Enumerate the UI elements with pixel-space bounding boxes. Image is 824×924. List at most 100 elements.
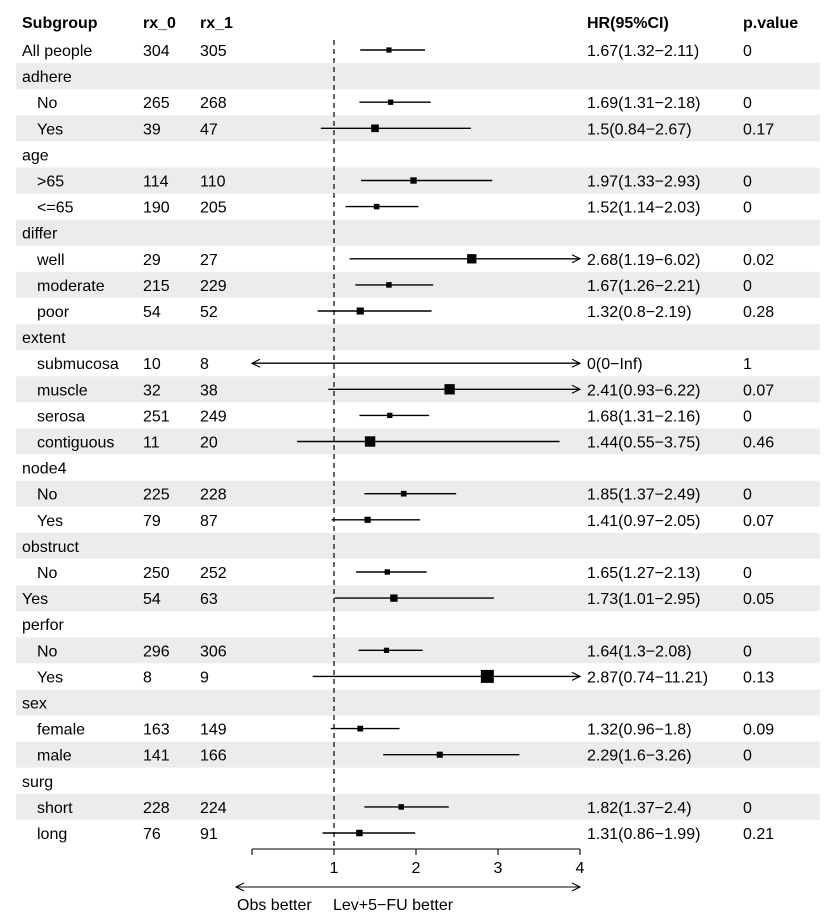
subgroup-label: >65 (37, 174, 64, 191)
rx0-count: 29 (143, 252, 161, 269)
p-value: 0.02 (743, 252, 774, 269)
hr-point (400, 490, 407, 497)
rx1-count: 224 (200, 800, 227, 817)
subgroup-label: Yes (37, 121, 63, 138)
p-value: 0.46 (743, 435, 774, 452)
rx1-count: 38 (200, 382, 218, 399)
subgroup-label: poor (37, 304, 70, 321)
row-shade (16, 63, 820, 90)
rx0-count: 54 (143, 591, 161, 608)
hr-ci-text: 1.73(1.01−2.95) (587, 591, 700, 608)
subgroup-label: No (37, 95, 58, 112)
rx1-count: 305 (200, 43, 227, 60)
footer-left-label: Obs better (237, 897, 312, 914)
rx0-count: 163 (143, 722, 170, 739)
rx0-count: 190 (143, 200, 170, 217)
hr-ci-text: 2.68(1.19−6.02) (587, 252, 700, 269)
group-label: extent (22, 330, 66, 347)
subgroup-label: well (36, 252, 65, 269)
rx1-count: 306 (200, 643, 227, 660)
rx1-count: 228 (200, 487, 227, 504)
rx0-count: 39 (143, 121, 161, 138)
hr-ci-text: 2.41(0.93−6.22) (587, 382, 700, 399)
ci-arrow-right (571, 358, 582, 368)
hr-point (383, 647, 390, 653)
header-row: Subgroup rx_0 rx_1 HR(95%CI) p.value (22, 15, 798, 32)
hr-ci-text: 2.29(1.6−3.26) (587, 748, 692, 765)
hr-ci-text: 0(0−Inf) (587, 356, 643, 373)
rx0-count: 32 (143, 382, 161, 399)
hr-point (436, 751, 443, 758)
p-value: 0.28 (743, 304, 774, 321)
p-value: 0 (743, 200, 752, 217)
p-value: 0 (743, 643, 752, 660)
hr-ci-text: 1.32(0.8−2.19) (587, 304, 692, 321)
hr-ci-text: 1.67(1.32−2.11) (587, 43, 699, 60)
rx1-count: 249 (200, 408, 227, 425)
hr-ci-text: 1.97(1.33−2.93) (587, 174, 700, 191)
rx1-count: 63 (200, 591, 218, 608)
rx0-count: 114 (143, 174, 169, 191)
ci-arrow-right (571, 384, 582, 394)
footer-right-label: Lev+5−FU better (333, 897, 454, 914)
hr-ci-text: 1.31(0.86−1.99) (587, 826, 700, 843)
subgroup-label: No (37, 565, 58, 582)
header-subgroup: Subgroup (22, 15, 98, 32)
subgroup-label: muscle (37, 382, 88, 399)
p-value: 0 (743, 487, 752, 504)
hr-point (371, 124, 379, 133)
rx1-count: 27 (200, 252, 218, 269)
p-value: 0.07 (743, 382, 774, 399)
subgroup-label: submucosa (37, 356, 119, 373)
group-label: differ (22, 226, 58, 243)
hr-point (356, 829, 363, 837)
rx0-count: 215 (143, 278, 170, 295)
hr-ci-text: 1.32(0.96−1.8) (587, 722, 692, 739)
rx0-count: 10 (143, 356, 161, 373)
header-rx1: rx_1 (200, 15, 233, 32)
subgroup-label: <=65 (37, 200, 74, 217)
group-label: sex (22, 696, 47, 713)
p-value: 0.21 (743, 826, 774, 843)
rx1-count: 20 (200, 435, 218, 452)
group-label: surg (22, 774, 53, 791)
group-label: obstruct (22, 539, 79, 556)
hr-point (384, 569, 390, 575)
subgroup-label: All people (22, 43, 92, 60)
rx0-count: 8 (143, 669, 152, 686)
group-label: node4 (22, 461, 67, 478)
ci-arrow-left (250, 358, 261, 368)
hr-ci-text: 1.41(0.97−2.05) (587, 513, 700, 530)
header-hr: HR(95%CI) (587, 15, 669, 32)
subgroup-label: Yes (37, 513, 63, 530)
rx0-count: 228 (143, 800, 170, 817)
hr-point (387, 99, 394, 105)
x-tick-label: 1 (330, 860, 339, 877)
direction-arrow-left (234, 882, 245, 892)
subgroup-label: Yes (37, 669, 63, 686)
rx0-count: 265 (143, 95, 170, 112)
rx1-count: 268 (200, 95, 227, 112)
p-value: 0 (743, 408, 752, 425)
rx1-count: 149 (200, 722, 227, 739)
subgroup-label: Yes (22, 591, 48, 608)
p-value: 0 (743, 174, 752, 191)
hr-point (398, 804, 404, 810)
rx1-count: 87 (200, 513, 218, 530)
p-value: 0 (743, 800, 752, 817)
hr-point (386, 282, 392, 288)
hr-point (390, 594, 398, 602)
x-tick-label: 2 (412, 860, 421, 877)
hr-ci-text: 1.69(1.31−2.18) (587, 95, 700, 112)
rx1-count: 205 (200, 200, 227, 217)
p-value: 0.07 (743, 513, 774, 530)
hr-point (444, 384, 455, 395)
hr-ci-text: 1.82(1.37−2.4) (587, 800, 692, 817)
rx0-count: 11 (143, 435, 160, 452)
subgroup-label: serosa (37, 408, 85, 425)
hr-ci-text: 1.85(1.37−2.49) (587, 487, 700, 504)
hr-ci-text: 1.44(0.55−3.75) (587, 435, 700, 452)
hr-ci-text: 1.68(1.31−2.16) (587, 408, 700, 425)
p-value: 0 (743, 95, 752, 112)
